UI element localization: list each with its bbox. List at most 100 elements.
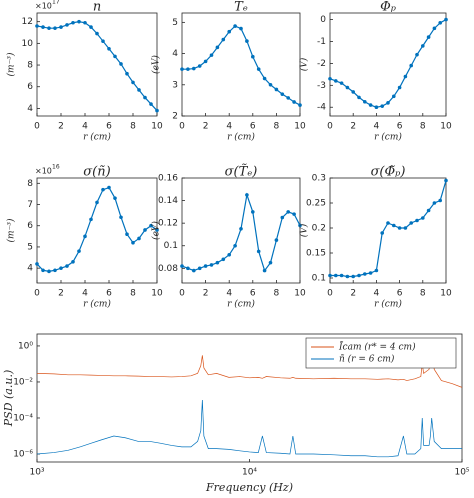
x-axis-label: r (cm) bbox=[83, 299, 111, 310]
x-tick-label: 4 bbox=[374, 289, 380, 299]
y-axis-label: (V) bbox=[299, 57, 310, 71]
x-tick-label: 10⁴ bbox=[242, 468, 257, 478]
data-point bbox=[35, 24, 39, 28]
y-multiplier-exp: 16 bbox=[52, 164, 60, 171]
x-tick-label: 0 bbox=[179, 289, 185, 299]
x-tick-label: 2 bbox=[58, 289, 64, 299]
data-point bbox=[53, 268, 57, 273]
data-point bbox=[386, 101, 390, 105]
data-point bbox=[77, 249, 81, 253]
data-point bbox=[262, 268, 267, 273]
x-tick-label: 8 bbox=[274, 289, 280, 299]
y-tick-label: 10 bbox=[22, 39, 34, 49]
data-point bbox=[209, 263, 214, 267]
data-point bbox=[89, 25, 93, 29]
data-point bbox=[374, 105, 379, 110]
y-multiplier-exp: 17 bbox=[52, 0, 60, 6]
data-point bbox=[47, 26, 51, 30]
data-point bbox=[227, 29, 231, 34]
data-point bbox=[197, 64, 202, 68]
data-point bbox=[403, 74, 408, 79]
data-point bbox=[119, 215, 123, 220]
data-point bbox=[186, 266, 190, 271]
x-axis-label: r (cm) bbox=[83, 132, 111, 143]
data-point bbox=[280, 92, 285, 96]
data-point bbox=[292, 212, 296, 216]
y-tick-label: 4 bbox=[172, 49, 178, 59]
data-point bbox=[95, 200, 99, 205]
data-point bbox=[363, 272, 367, 276]
y-tick-label: 12 bbox=[22, 17, 33, 27]
data-point bbox=[368, 103, 373, 107]
data-point bbox=[83, 234, 87, 239]
y-tick-label: 10⁻⁴ bbox=[13, 413, 33, 423]
data-point bbox=[426, 208, 431, 213]
panel: 0 2 4 6 8 10 0.1 0.15 0.2 0.25 0.3 σ(Φ̃ₚ) r (cm) (V) bbox=[299, 165, 452, 310]
x-tick-label: 2 bbox=[58, 122, 64, 132]
chart-title: Φₚ bbox=[380, 0, 396, 15]
axes-box bbox=[329, 177, 447, 284]
axes-box bbox=[36, 177, 158, 284]
x-tick-label: 10⁵ bbox=[454, 468, 469, 478]
y-tick-label: 0.1 bbox=[164, 241, 178, 251]
data-point bbox=[71, 259, 75, 264]
data-point bbox=[221, 37, 226, 42]
x-tick-label: 0 bbox=[34, 289, 40, 299]
data-point bbox=[203, 59, 208, 64]
data-point bbox=[101, 187, 105, 192]
legend-label: Ĩcam (r* = 4 cm) bbox=[338, 341, 416, 353]
data-point bbox=[89, 217, 93, 222]
data-point bbox=[438, 198, 443, 203]
data-point bbox=[409, 221, 414, 225]
y-tick-label: 10⁰ bbox=[18, 341, 33, 351]
data-point bbox=[392, 94, 396, 99]
data-point bbox=[280, 215, 285, 220]
data-point bbox=[131, 80, 135, 85]
data-point bbox=[268, 82, 273, 87]
data-point bbox=[71, 20, 75, 25]
data-point bbox=[180, 264, 184, 268]
y-tick-label: 6 bbox=[27, 221, 33, 231]
legend-box bbox=[305, 337, 457, 369]
data-point bbox=[155, 228, 159, 232]
y-tick-label: 4 bbox=[27, 104, 33, 114]
data-point bbox=[251, 54, 255, 59]
data-point bbox=[137, 236, 141, 241]
data-point bbox=[95, 31, 99, 36]
x-tick-label: 10³ bbox=[29, 468, 44, 478]
data-point bbox=[233, 243, 237, 248]
x-tick-label: 8 bbox=[420, 122, 426, 132]
data-point bbox=[339, 81, 344, 85]
y-tick-label: 0.15 bbox=[306, 249, 326, 259]
y-tick-label: 5 bbox=[172, 18, 178, 28]
y-tick-label: 0.12 bbox=[158, 219, 178, 229]
data-point bbox=[256, 67, 261, 71]
y-axis-label: (eV) bbox=[151, 221, 162, 240]
data-point bbox=[155, 108, 159, 113]
data-point bbox=[368, 271, 373, 275]
data-point bbox=[149, 223, 153, 228]
data-point bbox=[125, 232, 129, 237]
data-point bbox=[380, 104, 385, 108]
x-axis-label: r (cm) bbox=[374, 132, 402, 143]
data-point bbox=[65, 23, 69, 27]
legend-label: ñ (r = 6 cm) bbox=[339, 354, 395, 365]
panel: 0 2 4 6 8 10 4 5 6 7 8 σ(ñ) r (cm) (m⁻³) ×10 16 bbox=[6, 164, 163, 310]
data-point bbox=[334, 79, 338, 83]
y-tick-label: 4 bbox=[27, 264, 33, 274]
y-axis-label: (V) bbox=[299, 223, 310, 237]
data-point bbox=[245, 193, 249, 197]
x-axis-label: r (cm) bbox=[374, 299, 402, 310]
data-point bbox=[239, 227, 243, 231]
x-tick-label: 10 bbox=[440, 122, 452, 132]
data-point bbox=[351, 90, 356, 94]
x-tick-label: 10 bbox=[151, 289, 163, 299]
data-point bbox=[274, 87, 279, 92]
chart-title: σ(Φ̃ₚ) bbox=[371, 165, 406, 180]
data-point bbox=[256, 249, 261, 254]
data-point bbox=[432, 26, 437, 31]
data-point bbox=[374, 268, 379, 273]
data-point bbox=[35, 262, 39, 266]
x-tick-label: 2 bbox=[203, 289, 209, 299]
data-point bbox=[262, 76, 267, 81]
